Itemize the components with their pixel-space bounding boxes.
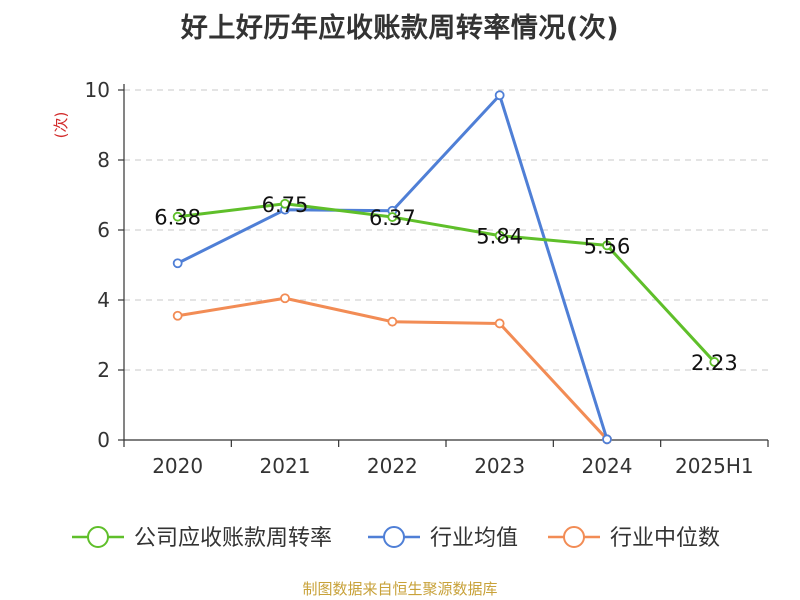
series-line <box>176 93 609 441</box>
chart-source: 制图数据来自恒生聚源数据库 <box>302 580 498 598</box>
y-axis-label: (次) <box>52 112 70 139</box>
y-tick-label: 8 <box>97 148 110 172</box>
data-label: 6.75 <box>262 193 309 217</box>
x-tick-label: 2020 <box>152 454 203 478</box>
legend-label: 行业中位数 <box>610 526 720 551</box>
y-tick-label: 2 <box>97 358 110 382</box>
legend-label: 公司应收账款周转率 <box>134 526 332 551</box>
data-label: 6.37 <box>369 206 416 230</box>
data-point <box>280 198 290 209</box>
x-tick-label: 2025H1 <box>675 454 754 478</box>
y-tick-label: 10 <box>85 78 110 102</box>
data-point <box>602 240 612 251</box>
data-point <box>602 434 612 445</box>
y-tick-label: 0 <box>97 428 110 452</box>
x-tick-label: 2023 <box>474 454 525 478</box>
data-point <box>494 230 505 241</box>
y-tick-label: 6 <box>97 218 110 242</box>
y-tick-label: 4 <box>97 288 110 312</box>
x-tick-label: 2024 <box>582 454 633 478</box>
data-point <box>709 357 720 367</box>
data-point <box>280 293 290 304</box>
data-label: 6.38 <box>154 206 201 230</box>
data-label: 2.23 <box>691 351 738 375</box>
series-line <box>176 202 716 364</box>
data-point <box>172 310 183 321</box>
x-tick-label: 2021 <box>260 454 311 478</box>
data-point <box>494 318 505 329</box>
legend-marker <box>383 526 405 548</box>
x-tick-label: 2022 <box>367 454 418 478</box>
data-point <box>172 258 183 269</box>
legend-marker <box>87 526 109 548</box>
data-point <box>387 316 398 327</box>
data-label: 5.56 <box>584 234 631 258</box>
legend-label: 行业均值 <box>430 526 518 551</box>
data-point <box>494 90 505 101</box>
data-point <box>172 211 183 222</box>
data-point <box>387 212 398 222</box>
data-label: 5.84 <box>476 225 523 249</box>
legend-marker <box>563 526 585 548</box>
chart-title: 好上好历年应收账款周转率情况(次) <box>180 13 620 44</box>
